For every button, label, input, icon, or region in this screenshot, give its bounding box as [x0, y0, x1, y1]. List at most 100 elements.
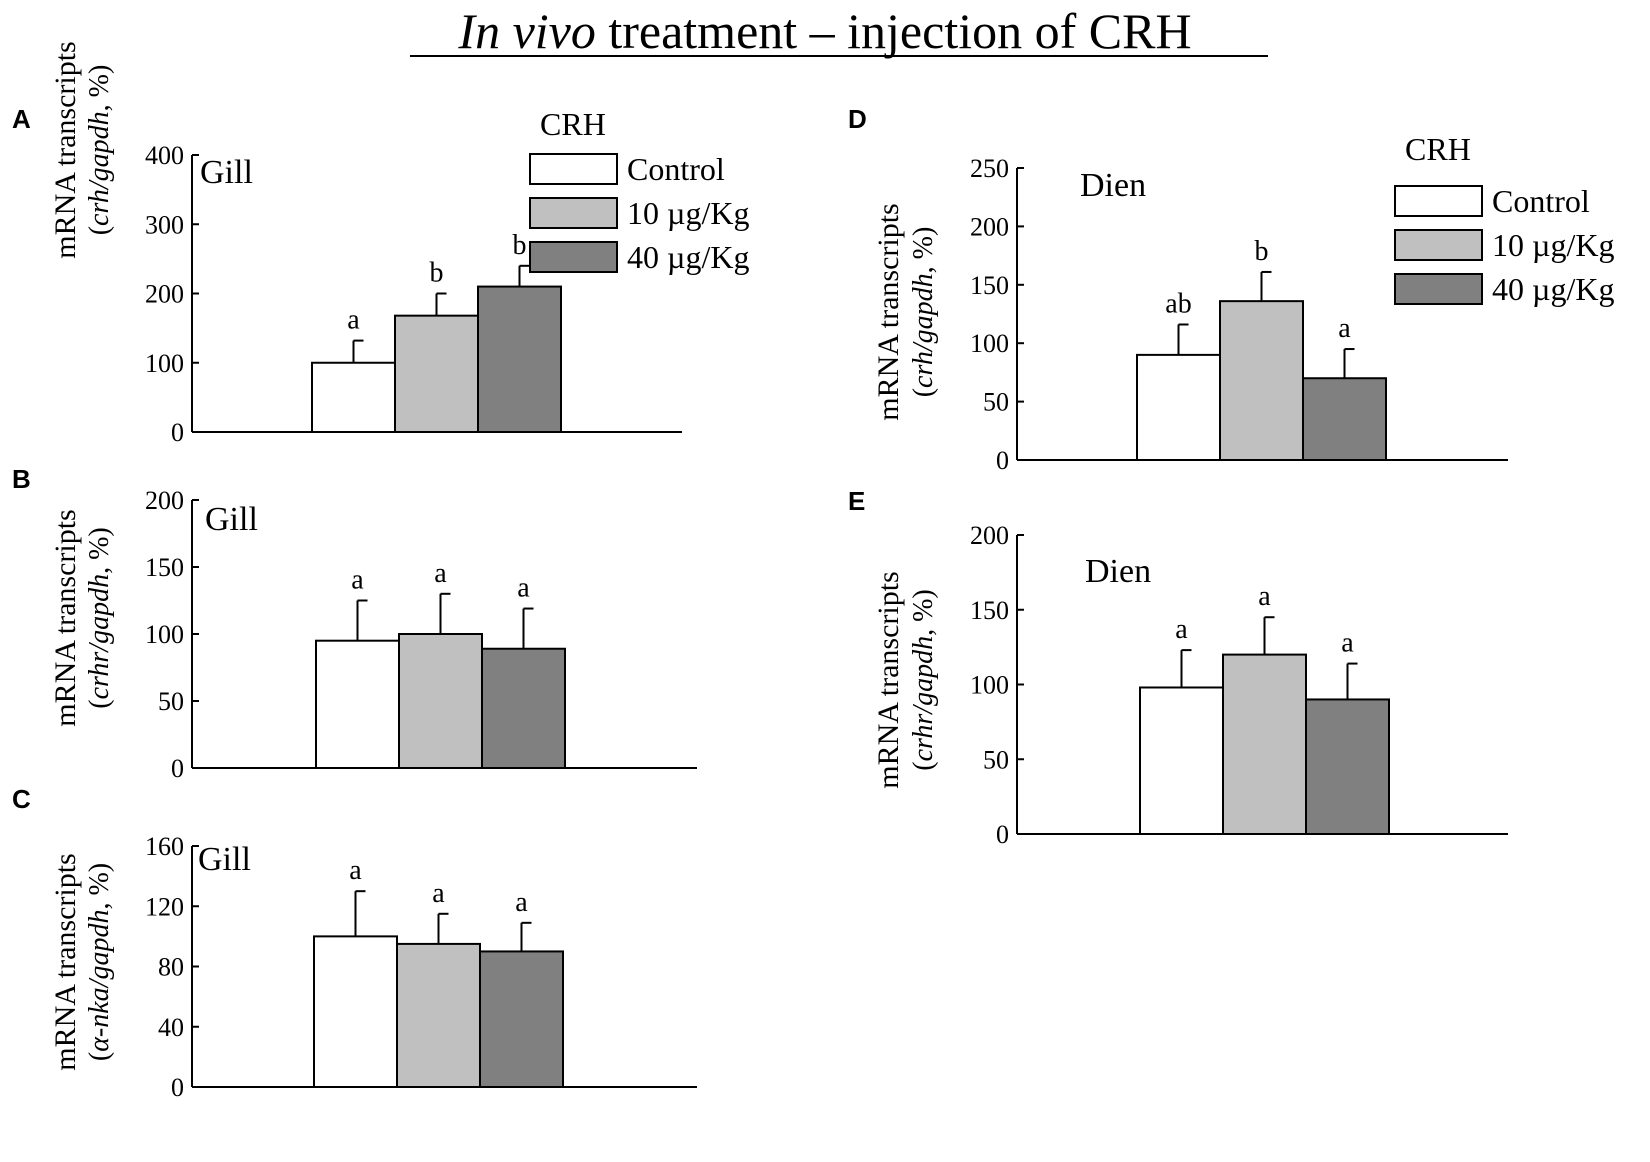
- significance-letter: a: [347, 305, 360, 336]
- legend-title: CRH: [540, 106, 606, 142]
- tissue-label: Dien: [1085, 553, 1151, 590]
- panel-letter: E: [848, 486, 865, 516]
- y-sublabel-suffix: , %): [84, 65, 115, 112]
- bar: [396, 942, 481, 1088]
- y-tick-label: 0: [996, 820, 1009, 849]
- legend-swatch: [529, 241, 618, 273]
- legend-swatch: [1394, 185, 1483, 217]
- y-tick-label: 80: [158, 953, 184, 982]
- bar: [479, 950, 564, 1088]
- legend-label: 40 µg/Kg: [627, 239, 749, 275]
- y-tick-label: 40: [158, 1013, 184, 1042]
- tissue-label: Gill: [205, 501, 258, 538]
- significance-letter: a: [1258, 581, 1271, 612]
- y-axis-label: mRNA transcripts: [872, 203, 905, 421]
- y-tick-label: 150: [970, 271, 1009, 300]
- y-axis-sublabel: (crhr/gapdh, %): [908, 589, 939, 770]
- tissue-label: Gill: [198, 841, 251, 878]
- y-tick-label: 300: [145, 210, 184, 239]
- bar: [477, 285, 562, 434]
- y-tick-label: 200: [145, 486, 184, 515]
- bar: [313, 935, 398, 1088]
- y-axis-sublabel: (crhr/gapdh, %): [84, 527, 115, 708]
- y-tick-label: 0: [171, 418, 184, 447]
- y-tick-label: 0: [171, 1073, 184, 1102]
- y-axis-label: mRNA transcripts: [49, 853, 82, 1071]
- y-tick-label: 200: [970, 212, 1009, 241]
- y-tick-label: 0: [996, 446, 1009, 475]
- y-axis-sublabel: (α-nka/gapdh, %): [84, 863, 115, 1061]
- significance-letter: a: [351, 565, 364, 596]
- legend-a: CRH Control 10 µg/Kg 40 µg/Kg: [529, 106, 749, 275]
- y-tick-label: 250: [970, 154, 1009, 183]
- y-tick-label: 100: [145, 349, 184, 378]
- panel-letter: D: [848, 104, 867, 134]
- y-tick-label: 50: [158, 687, 184, 716]
- y-sublabel-open: (: [84, 1052, 115, 1061]
- bar: [1305, 698, 1390, 836]
- y-axis-label: mRNA transcripts: [49, 509, 82, 727]
- y-sublabel-open: (: [84, 226, 115, 235]
- y-axis-sublabel: (crh/gapdh, %): [84, 65, 115, 236]
- y-tick-label: 400: [145, 141, 184, 170]
- tissue-label: Gill: [200, 154, 253, 191]
- y-tick-label: 100: [145, 620, 184, 649]
- legend-label: Control: [627, 151, 725, 187]
- y-sublabel-suffix: , %): [84, 527, 115, 574]
- legend-d: CRH Control 10 µg/Kg 40 µg/Kg: [1394, 131, 1614, 307]
- significance-letter: a: [349, 855, 362, 886]
- y-sublabel-suffix: , %): [84, 863, 115, 910]
- y-tick-label: 100: [970, 671, 1009, 700]
- legend-swatch: [529, 153, 618, 185]
- legend-swatch: [1394, 273, 1483, 305]
- y-tick-label: 200: [970, 521, 1009, 550]
- bar: [481, 647, 566, 769]
- y-tick-label: 50: [983, 388, 1009, 417]
- y-tick-label: 0: [171, 754, 184, 783]
- significance-letter: a: [432, 878, 445, 909]
- bar: [398, 633, 483, 769]
- bar: [394, 314, 479, 433]
- significance-letter: a: [434, 558, 447, 589]
- significance-letter: b: [430, 258, 444, 289]
- tissue-label: Dien: [1080, 167, 1146, 204]
- significance-letter: a: [1175, 614, 1188, 645]
- y-sublabel-gene: crhr/gapdh: [84, 574, 115, 700]
- y-sublabel-suffix: , %): [908, 227, 939, 274]
- figure-title-italic: In vivo: [457, 3, 595, 59]
- bar: [315, 639, 400, 770]
- significance-letter: a: [1341, 628, 1354, 659]
- y-tick-label: 120: [145, 892, 184, 921]
- bar: [311, 361, 396, 433]
- legend-title: CRH: [1405, 131, 1471, 167]
- significance-letter: ab: [1165, 289, 1191, 320]
- panel-letter: A: [12, 104, 31, 134]
- legend-swatch: [529, 197, 618, 229]
- significance-letter: a: [515, 887, 528, 918]
- y-sublabel-suffix: , %): [908, 589, 939, 636]
- y-axis-label: mRNA transcripts: [49, 41, 82, 259]
- y-sublabel-gene: crh/gapdh: [84, 111, 115, 226]
- y-sublabel-gene: crh/gapdh: [908, 273, 939, 388]
- y-sublabel-open: (: [84, 699, 115, 708]
- legend-swatch: [1394, 229, 1483, 261]
- y-sublabel-open: (: [908, 761, 939, 770]
- bar: [1222, 653, 1307, 835]
- bar: [1136, 353, 1221, 462]
- bar: [1302, 377, 1387, 461]
- legend-label: 10 µg/Kg: [627, 195, 749, 231]
- y-axis-label: mRNA transcripts: [872, 571, 905, 789]
- legend-label: Control: [1492, 183, 1590, 219]
- y-sublabel-gene: crhr/gapdh: [908, 636, 939, 762]
- bar: [1219, 300, 1304, 462]
- panel-letter: B: [12, 464, 31, 494]
- y-tick-label: 160: [145, 832, 184, 861]
- legend-label: 10 µg/Kg: [1492, 227, 1614, 263]
- y-axis-sublabel: (crh/gapdh, %): [908, 227, 939, 398]
